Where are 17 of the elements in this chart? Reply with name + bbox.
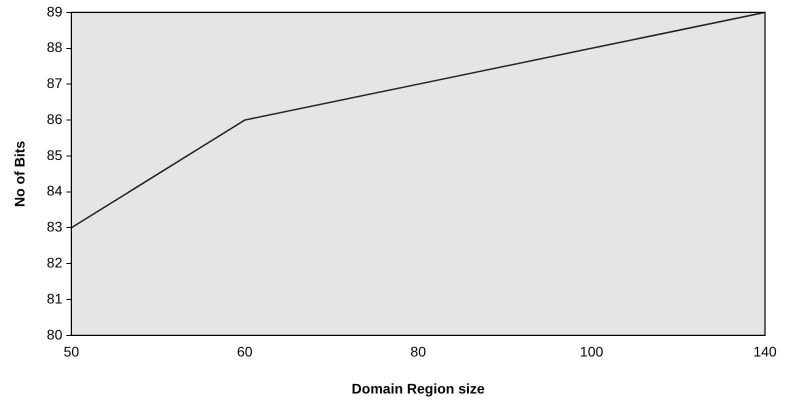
y-tick-label: 85 [46,146,63,163]
y-tick-label: 84 [46,182,63,199]
x-tick-label: 80 [410,344,426,360]
x-tick-label: 50 [64,344,80,360]
y-tick-label: 87 [46,75,63,92]
x-tick-label: 100 [580,344,604,360]
y-tick-label: 82 [46,254,63,270]
y-axis-title: No of Bits [11,140,28,207]
y-tick-label: 81 [46,290,63,306]
x-axis-title: Domain Region size [352,380,485,396]
y-tick-label: 83 [46,218,63,235]
y-tick-label: 89 [46,3,63,20]
x-tick-label: 140 [753,344,777,360]
y-tick-label: 86 [46,110,63,127]
y-tick-label: 88 [46,39,63,56]
x-tick-label: 60 [236,344,253,360]
y-tick-label: 80 [46,326,63,342]
